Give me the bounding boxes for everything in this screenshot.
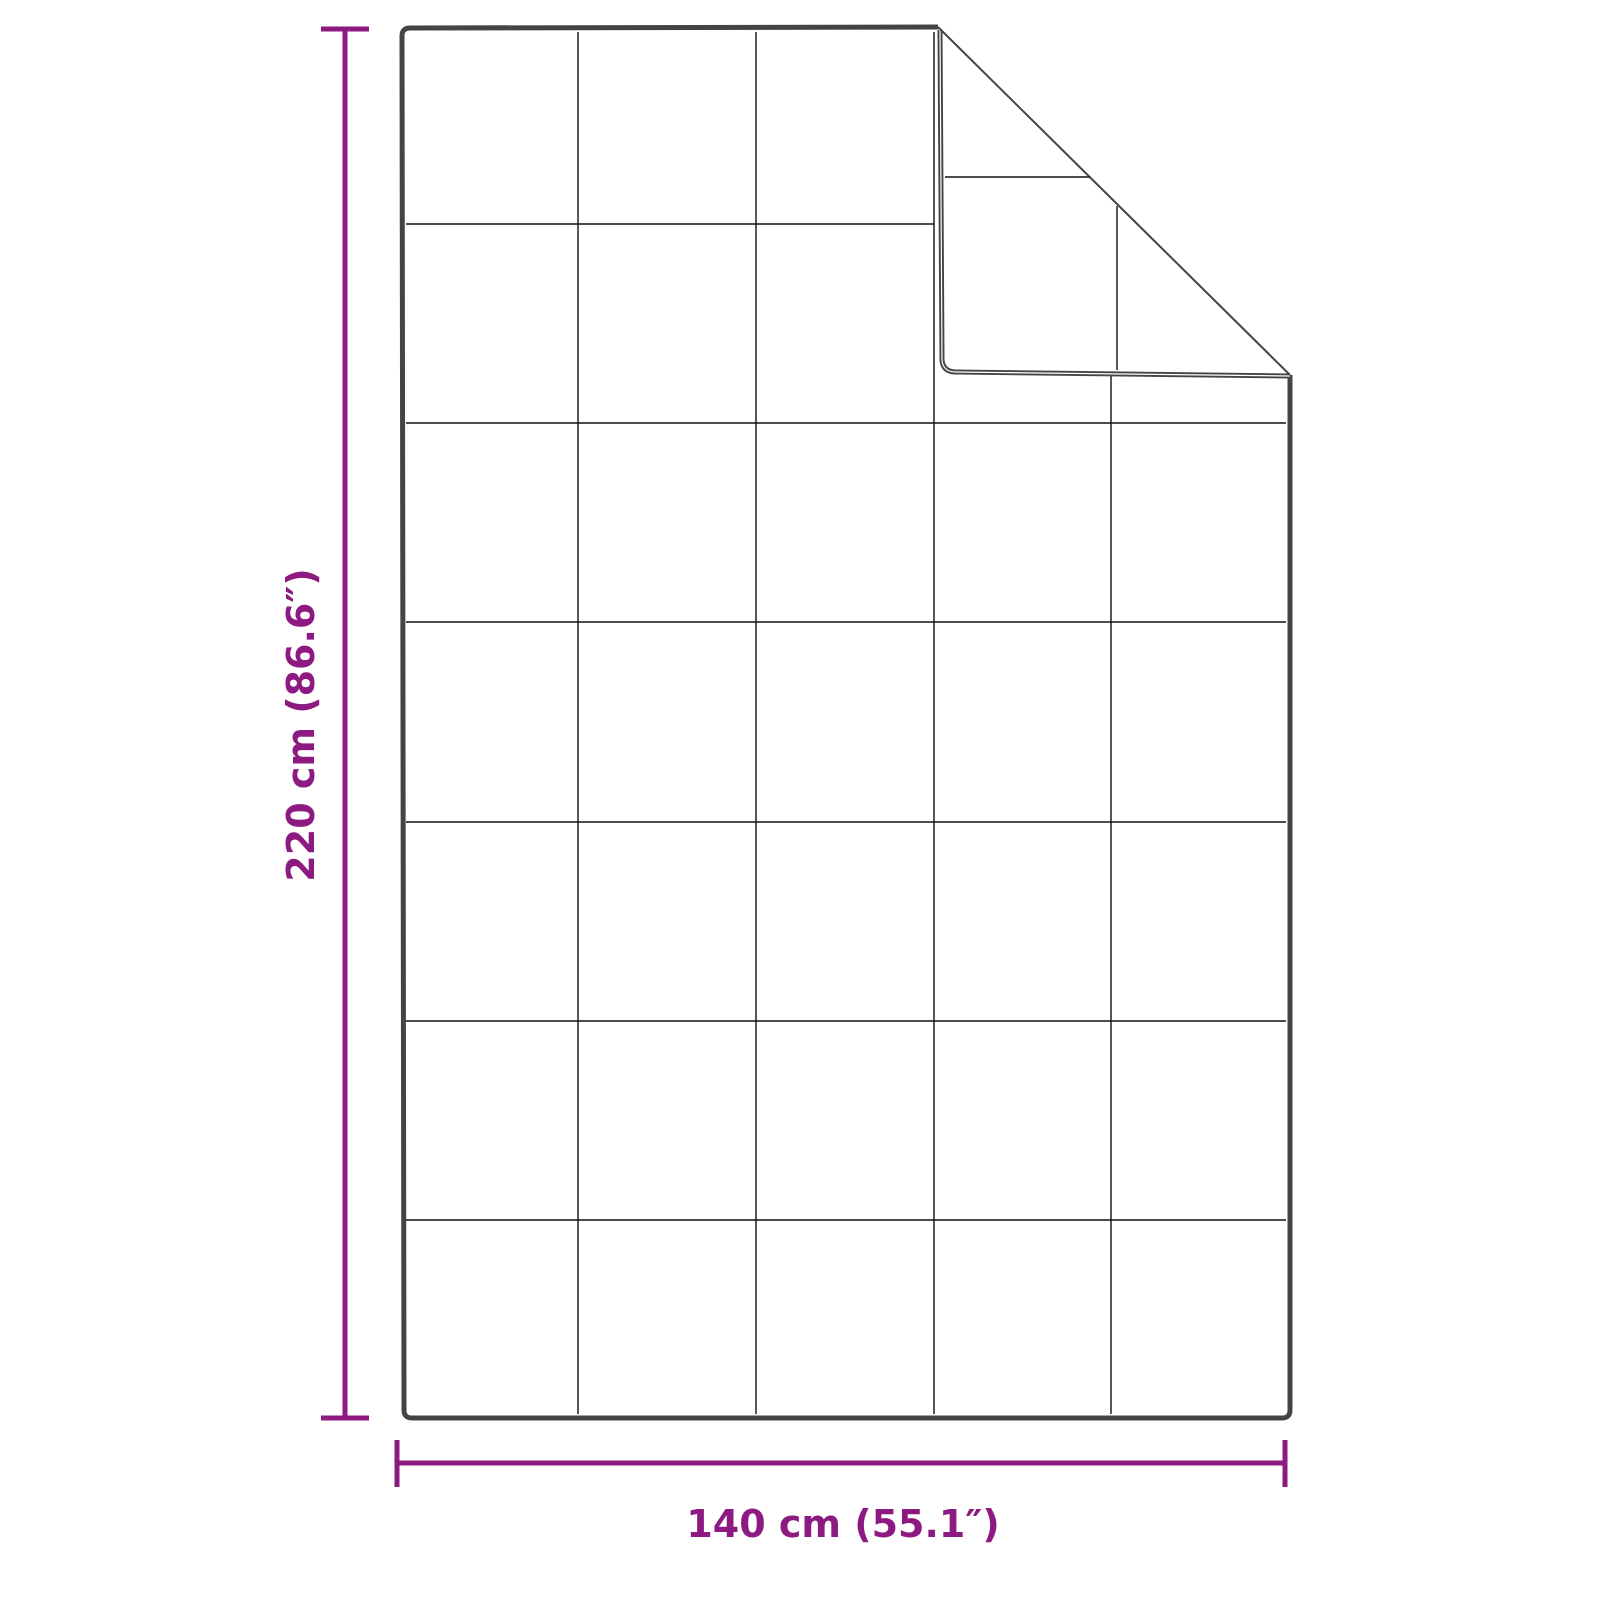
blanket-outline-inner [405, 30, 1287, 1415]
width-label: 140 cm (55.1″) [686, 1502, 999, 1546]
height-dimension [321, 26, 369, 1421]
folded-corner-flap [937, 26, 1291, 379]
width-dimension [394, 1440, 1288, 1487]
height-label: 220 cm (86.6″) [279, 568, 323, 881]
blanket-outline [399, 24, 1293, 1421]
quilt-grid [406, 32, 1286, 1414]
blanket [399, 24, 1293, 1421]
